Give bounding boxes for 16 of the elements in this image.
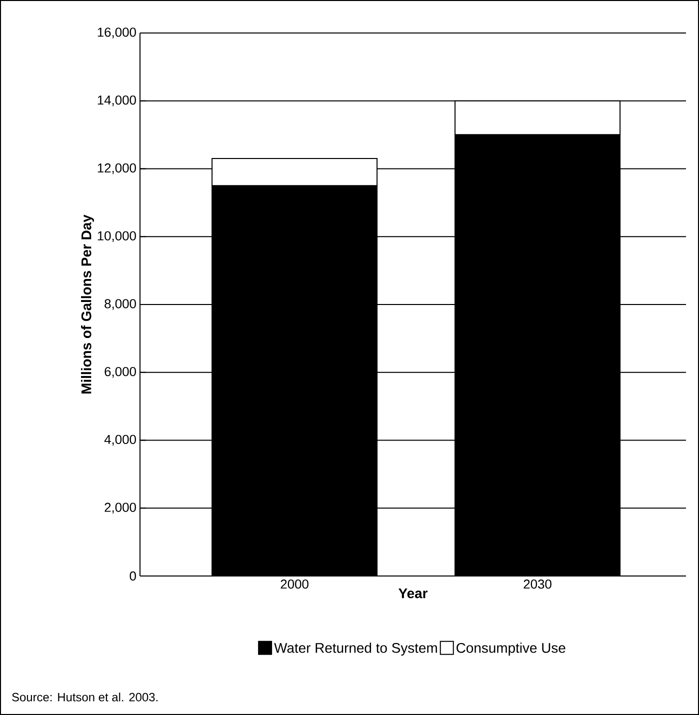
x-axis-title: Year [398,588,428,598]
x-tick-label: 2000 [280,580,308,589]
y-tick-label: 16,000 [98,28,136,38]
y-tick-label: 14,000 [98,96,136,106]
x-tick-label: 2030 [524,580,552,589]
y-tick-label: 0 [130,571,136,581]
y-tick-label: 2,000 [104,502,136,514]
y-tick-label: 12,000 [98,163,136,174]
y-tick-label: 6,000 [104,367,136,378]
legend-label: Water Returned to System [274,642,437,656]
legend-label: Consumptive Use [456,642,566,656]
y-tick-label: 4,000 [104,434,136,446]
y-tick-label: 8,000 [104,299,136,310]
y-axis-title: Millions of Gallons Per Day [81,214,94,394]
source-note: Source: Hutson et al. 2003. [12,692,158,702]
y-tick-label: 10,000 [98,231,136,242]
